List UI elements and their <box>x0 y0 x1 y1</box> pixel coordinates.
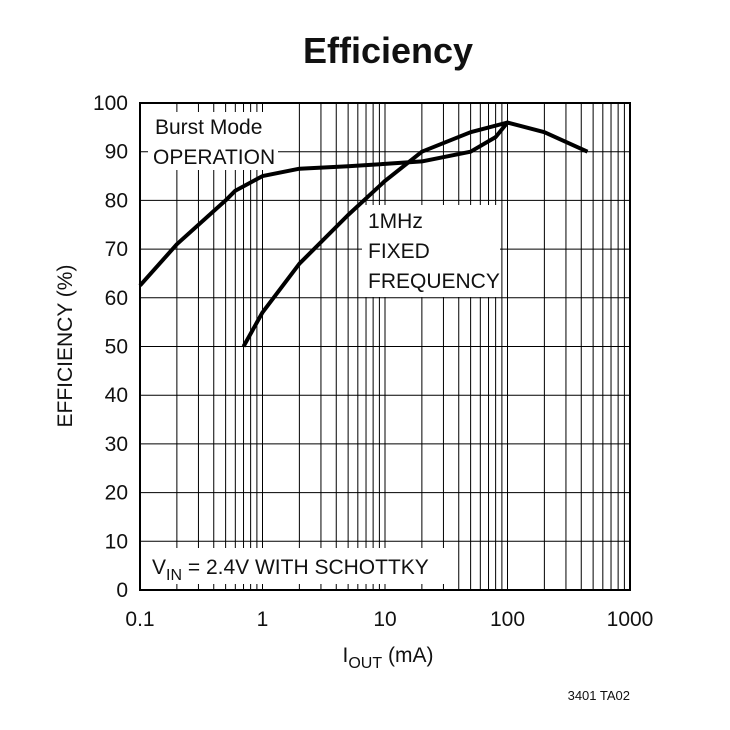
annotation-sub: IN <box>166 567 182 584</box>
annotation-part: = 2.4V WITH SCHOTTKY <box>182 556 429 579</box>
x-label-part: I <box>343 644 349 667</box>
y-tick-label: 70 <box>105 238 128 261</box>
y-tick-label: 20 <box>105 482 128 505</box>
y-tick-label: 10 <box>105 530 128 553</box>
annotation: FIXED <box>368 240 430 263</box>
annotation: FREQUENCY <box>368 270 500 293</box>
annotation-bg <box>362 205 500 297</box>
series-line <box>241 120 509 348</box>
y-tick-label: 40 <box>105 384 128 407</box>
x-tick-label: 100 <box>490 608 525 631</box>
y-tick-label: 30 <box>105 433 128 456</box>
annotation: OPERATION <box>153 146 275 169</box>
annotations: Burst Mode OPERATION 1MHz FIXED FREQUENC… <box>145 112 500 584</box>
x-tick-label: 0.1 <box>125 608 154 631</box>
y-tick-label: 80 <box>105 189 128 212</box>
annotation: Burst Mode <box>155 116 262 139</box>
y-tick-label: 50 <box>105 336 128 359</box>
y-tick-label: 0 <box>116 579 128 602</box>
x-label-part: (mA) <box>382 644 433 667</box>
annotation-bg <box>148 112 278 170</box>
y-tick-label: 100 <box>93 92 128 115</box>
annotation-bg <box>145 548 450 584</box>
annotation-part: V <box>152 556 166 579</box>
annotation: 1MHz <box>368 210 423 233</box>
footnote: 3401 TA02 <box>568 688 630 703</box>
y-axis-label: EFFICIENCY (%) <box>54 265 77 428</box>
y-tick-label: 60 <box>105 287 128 310</box>
annotation: VIN = 2.4V WITH SCHOTTKY <box>152 556 429 584</box>
chart-title: Efficiency <box>303 30 473 71</box>
x-axis-label: IOUT (mA) <box>343 644 434 672</box>
plot-frame <box>139 102 631 591</box>
plot-area: 0.1 1 10 100 1000 0 10 20 30 40 50 60 70 80 90 100 <box>93 92 653 631</box>
x-tick-label: 1 <box>257 608 269 631</box>
x-tick-label: 10 <box>373 608 396 631</box>
x-label-sub: OUT <box>348 655 382 672</box>
x-tick-label: 1000 <box>607 608 654 631</box>
y-tick-label: 90 <box>105 141 128 164</box>
